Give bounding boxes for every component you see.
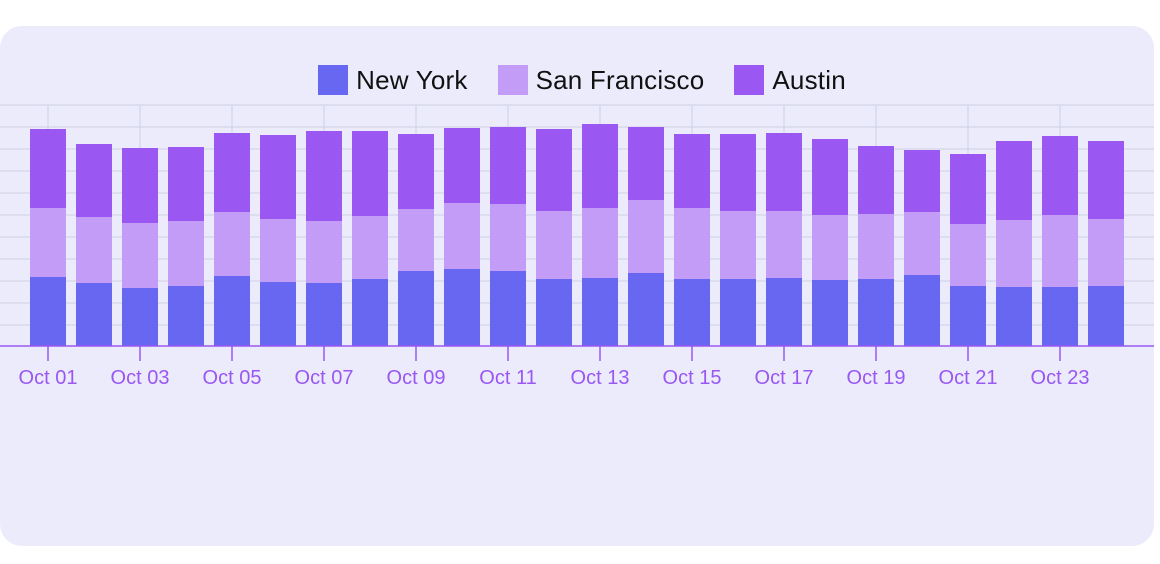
- bar-san-francisco: [30, 208, 66, 277]
- bar-san-francisco: [490, 204, 526, 271]
- bar-new-york: [582, 278, 618, 346]
- bar-austin: [444, 128, 480, 203]
- bar-san-francisco: [306, 221, 342, 283]
- bar-san-francisco: [766, 211, 802, 278]
- bar-austin: [352, 131, 388, 216]
- legend-swatch-san-francisco: [497, 65, 528, 95]
- legend-item-san-francisco[interactable]: San Francisco: [497, 64, 705, 96]
- x-tick-label: Oct 23: [1031, 367, 1090, 389]
- bar-san-francisco: [858, 214, 894, 279]
- bar-san-francisco: [1042, 215, 1078, 287]
- bar-austin: [858, 146, 894, 214]
- bar-austin: [996, 141, 1032, 220]
- bar-austin: [1088, 141, 1124, 219]
- bar-san-francisco: [536, 211, 572, 279]
- bar-new-york: [904, 275, 940, 346]
- bar-san-francisco: [122, 223, 158, 288]
- bar-san-francisco: [352, 216, 388, 279]
- x-tick-label: Oct 13: [571, 367, 630, 389]
- legend-item-new-york[interactable]: New York: [318, 65, 467, 96]
- bar-new-york: [674, 279, 710, 346]
- bar-austin: [536, 129, 572, 211]
- bar-san-francisco: [214, 212, 250, 276]
- bar-new-york: [812, 280, 848, 346]
- legend-label-new-york: New York: [356, 64, 468, 95]
- bar-san-francisco: [582, 208, 618, 278]
- bar-san-francisco: [168, 221, 204, 286]
- legend-swatch-new-york: [318, 65, 349, 95]
- bar-austin: [260, 135, 296, 219]
- bar-austin: [398, 134, 434, 209]
- x-tick-label: Oct 03: [111, 367, 170, 389]
- bar-new-york: [950, 286, 986, 346]
- bar-austin: [1042, 136, 1078, 215]
- bar-new-york: [260, 282, 296, 346]
- bar-austin: [122, 148, 158, 223]
- bar-san-francisco: [1088, 219, 1124, 286]
- bar-san-francisco: [674, 208, 710, 279]
- bar-new-york: [996, 287, 1032, 346]
- bar-austin: [168, 147, 204, 221]
- bar-austin: [628, 127, 664, 200]
- x-tick-label: Oct 01: [19, 367, 78, 389]
- bar-new-york: [168, 286, 204, 346]
- bar-new-york: [398, 271, 434, 346]
- bar-san-francisco: [996, 220, 1032, 287]
- x-tick-label: Oct 15: [663, 367, 722, 389]
- bar-new-york: [720, 279, 756, 346]
- bar-new-york: [490, 271, 526, 346]
- bar-new-york: [628, 273, 664, 346]
- bar-austin: [950, 154, 986, 224]
- bar-austin: [30, 129, 66, 208]
- bar-san-francisco: [628, 200, 664, 273]
- bar-san-francisco: [720, 211, 756, 279]
- bar-new-york: [30, 277, 66, 346]
- bar-austin: [720, 134, 756, 211]
- legend-item-austin[interactable]: Austin: [734, 64, 846, 96]
- bar-new-york: [306, 283, 342, 346]
- bar-san-francisco: [812, 215, 848, 280]
- bar-new-york: [352, 279, 388, 346]
- x-tick-label: Oct 07: [295, 367, 354, 389]
- bar-austin: [76, 144, 112, 217]
- legend: New York San Francisco Austin: [0, 62, 1154, 98]
- bar-austin: [306, 131, 342, 221]
- bar-new-york: [444, 269, 480, 346]
- bar-austin: [490, 127, 526, 204]
- x-tick-label: Oct 11: [479, 367, 536, 389]
- x-tick-label: Oct 09: [387, 367, 446, 389]
- bar-san-francisco: [76, 217, 112, 283]
- x-tick-label: Oct 21: [939, 367, 998, 389]
- bar-austin: [582, 124, 618, 208]
- bar-new-york: [214, 276, 250, 346]
- bar-austin: [674, 134, 710, 208]
- bar-new-york: [536, 279, 572, 346]
- bar-new-york: [766, 278, 802, 346]
- bar-austin: [812, 139, 848, 215]
- legend-label-austin: Austin: [772, 64, 846, 95]
- x-tick-label: Oct 19: [847, 367, 906, 389]
- bar-austin: [214, 133, 250, 212]
- x-tick-label: Oct 05: [203, 367, 262, 389]
- bar-new-york: [858, 279, 894, 346]
- bar-new-york: [76, 283, 112, 346]
- legend-swatch-austin: [734, 65, 765, 95]
- bar-san-francisco: [950, 224, 986, 286]
- bar-san-francisco: [260, 219, 296, 282]
- x-tick-label: Oct 17: [755, 367, 814, 389]
- bar-new-york: [1088, 286, 1124, 346]
- bar-san-francisco: [444, 203, 480, 269]
- bar-austin: [904, 150, 940, 212]
- bar-san-francisco: [398, 209, 434, 271]
- bar-new-york: [122, 288, 158, 346]
- bar-austin: [766, 133, 802, 211]
- bar-san-francisco: [904, 212, 940, 275]
- legend-label-san-francisco: San Francisco: [535, 64, 705, 95]
- bar-new-york: [1042, 287, 1078, 346]
